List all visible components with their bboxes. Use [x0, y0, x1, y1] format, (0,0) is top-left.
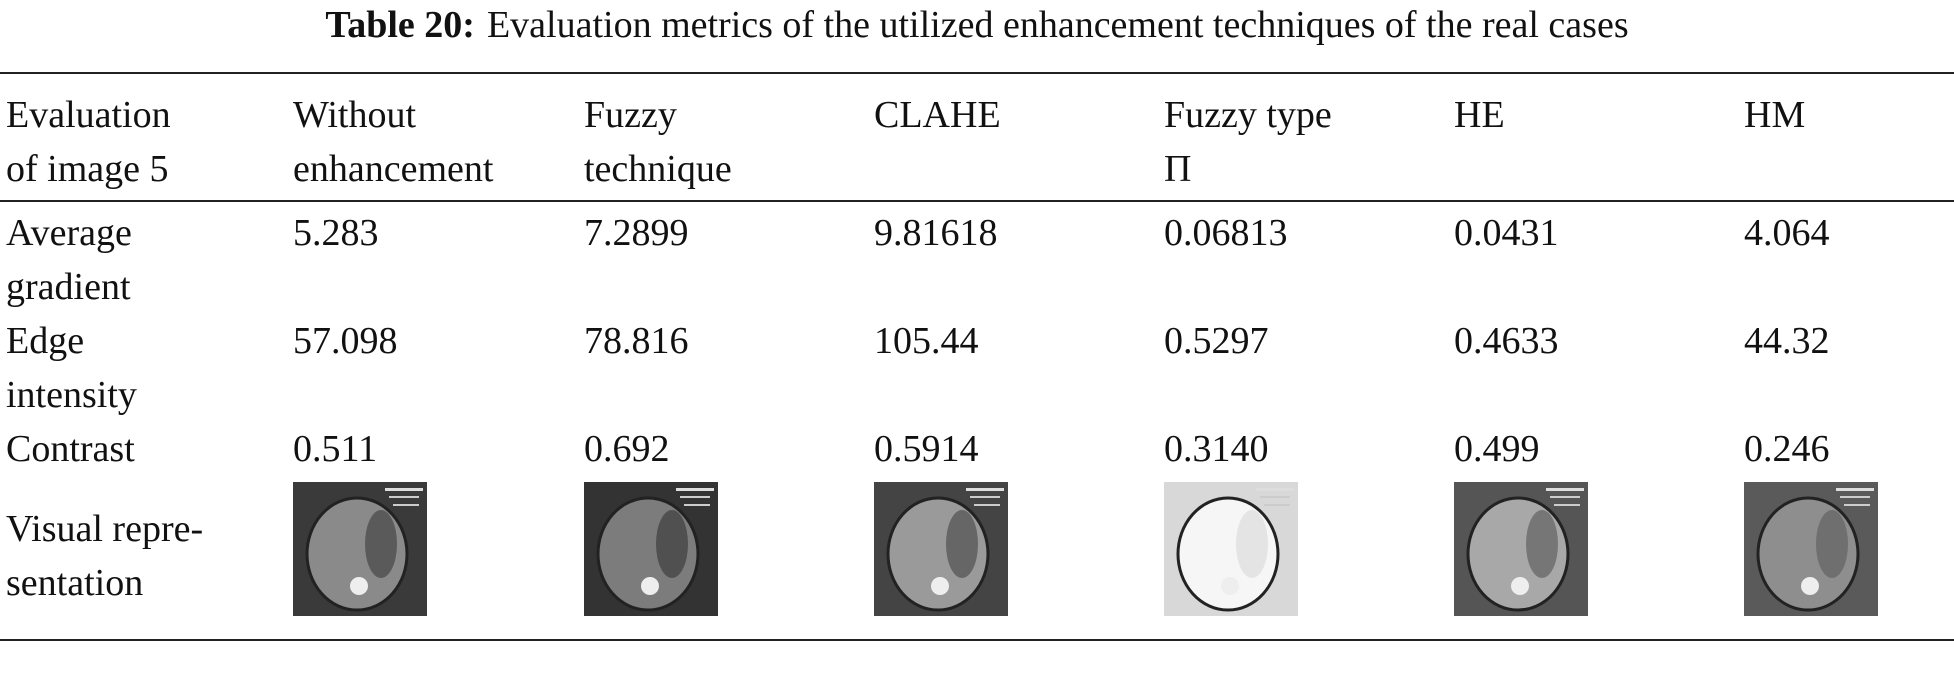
row-label: Contrast	[6, 428, 135, 470]
value-cell: 105.44	[874, 320, 979, 362]
value-cell: 0.3140	[1164, 428, 1269, 470]
table-row: Average gradient 5.283 7.2899 9.81618 0.0681…	[0, 201, 1954, 314]
scan-thumbnail	[1744, 482, 1878, 616]
scan-thumbnail	[584, 482, 718, 616]
image-cell	[287, 476, 578, 640]
table-caption: Table 20: Evaluation metrics of the utili…	[0, 2, 1954, 48]
image-cell	[1448, 476, 1738, 640]
value-cell: 5.283	[293, 212, 379, 254]
value-cell: 4.064	[1744, 212, 1830, 254]
header-row: Evaluation of image 5 Without enhancement…	[0, 73, 1954, 201]
image-cell	[868, 476, 1158, 640]
row-label-text: Visual repre- sentation	[6, 508, 204, 604]
value-cell: 44.32	[1744, 320, 1830, 362]
table-row: Edge intensity 57.098 78.816 105.44 0.5297 0.…	[0, 314, 1954, 422]
caption-text: Evaluation metrics of the utilized enhan…	[486, 4, 1629, 46]
value-cell: 0.499	[1454, 428, 1540, 470]
row-label: Visual repre- sentation	[0, 476, 287, 640]
header-cell: HM	[1744, 94, 1806, 136]
header-cell: Fuzzy type Π	[1164, 94, 1332, 190]
table-row: Contrast 0.511 0.692 0.5914 0.3140 0.499 0.246	[0, 422, 1954, 476]
header-cell: Fuzzy technique	[584, 94, 732, 190]
header-cell: Without enhancement	[293, 94, 494, 190]
header-cell: Evaluation of image 5	[6, 94, 171, 190]
value-cell: 0.06813	[1164, 212, 1288, 254]
scan-thumbnail	[1164, 482, 1298, 616]
scan-thumbnail	[874, 482, 1008, 616]
scan-thumbnail	[293, 482, 427, 616]
image-cell	[578, 476, 868, 640]
value-cell: 78.816	[584, 320, 689, 362]
value-cell: 0.5297	[1164, 320, 1269, 362]
row-label: Edge intensity	[6, 320, 137, 416]
header-cell: HE	[1454, 94, 1505, 136]
value-cell: 57.098	[293, 320, 398, 362]
header-cell: CLAHE	[874, 94, 1001, 136]
value-cell: 0.246	[1744, 428, 1830, 470]
value-cell: 0.4633	[1454, 320, 1559, 362]
value-cell: 9.81618	[874, 212, 998, 254]
table-row: Visual repre- sentation	[0, 476, 1954, 640]
caption-label: Table 20:	[325, 4, 475, 46]
value-cell: 0.692	[584, 428, 670, 470]
image-cell	[1158, 476, 1448, 640]
value-cell: 0.5914	[874, 428, 979, 470]
row-label: Average gradient	[6, 212, 132, 308]
scan-thumbnail	[1454, 482, 1588, 616]
metrics-table: Evaluation of image 5 Without enhancement…	[0, 72, 1954, 641]
value-cell: 7.2899	[584, 212, 689, 254]
table-head: Evaluation of image 5 Without enhancement…	[0, 73, 1954, 201]
table-body: Average gradient 5.283 7.2899 9.81618 0.0681…	[0, 201, 1954, 640]
image-cell	[1738, 476, 1954, 640]
value-cell: 0.511	[293, 428, 378, 470]
value-cell: 0.0431	[1454, 212, 1559, 254]
